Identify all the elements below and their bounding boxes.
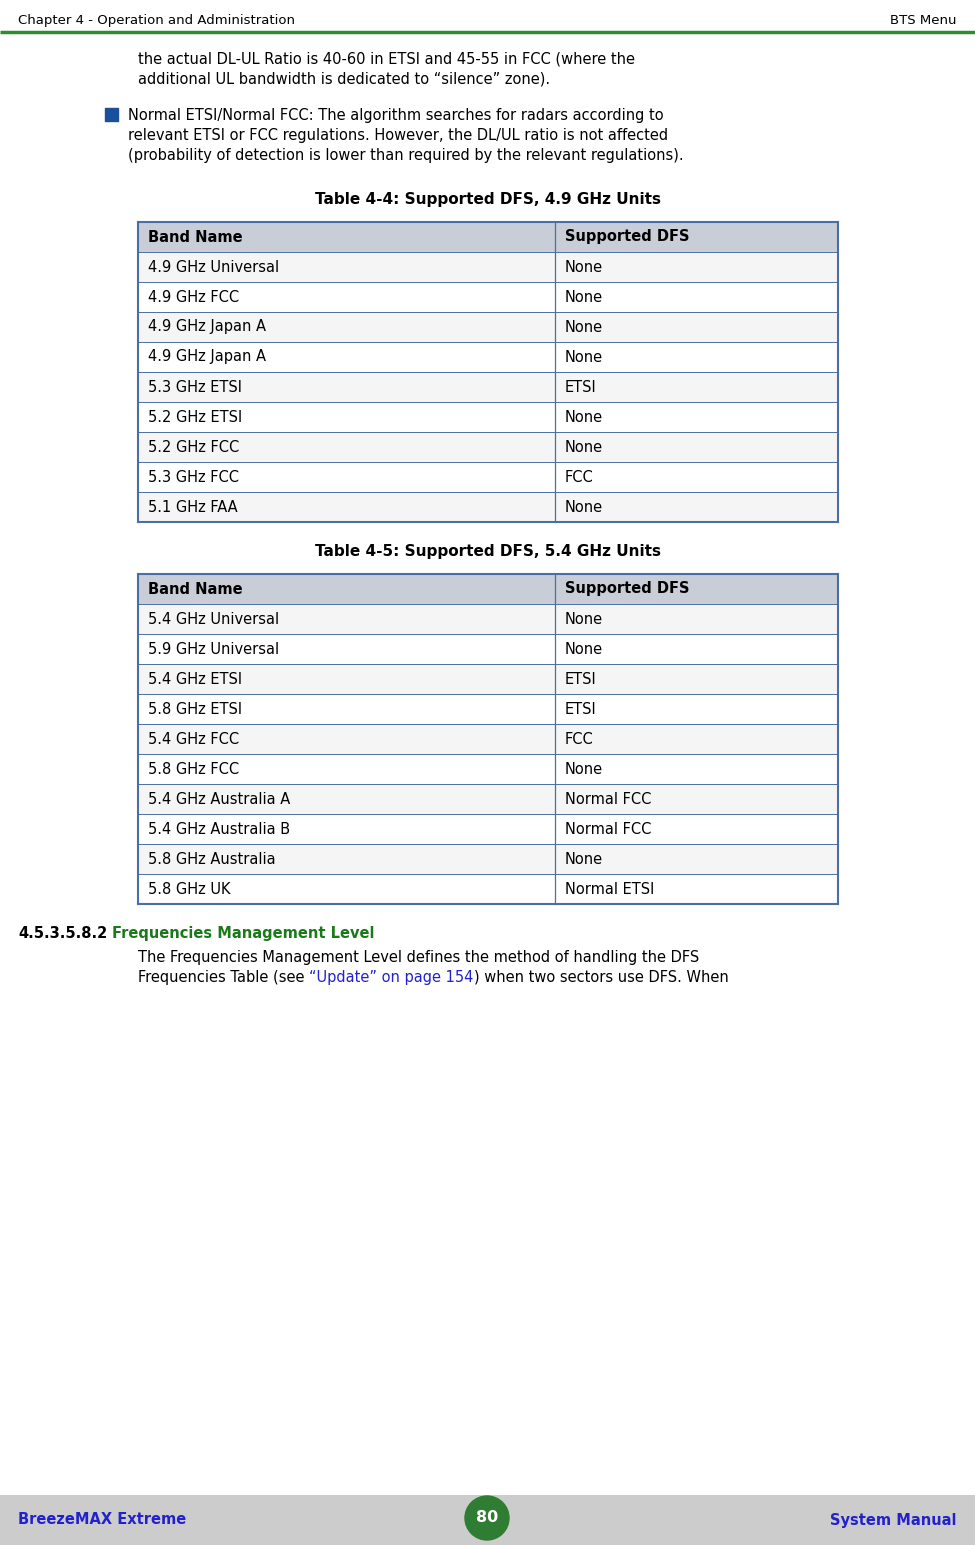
Text: 5.1 GHz FAA: 5.1 GHz FAA xyxy=(148,499,238,514)
Bar xyxy=(138,222,838,252)
Text: 5.4 GHz FCC: 5.4 GHz FCC xyxy=(148,731,239,746)
Text: 4.9 GHz Japan A: 4.9 GHz Japan A xyxy=(148,349,266,365)
Bar xyxy=(138,874,838,904)
Text: 5.4 GHz ETSI: 5.4 GHz ETSI xyxy=(148,672,242,686)
Bar xyxy=(138,814,838,844)
Text: the actual DL-UL Ratio is 40-60 in ETSI and 45-55 in FCC (where the: the actual DL-UL Ratio is 40-60 in ETSI … xyxy=(138,53,635,66)
Text: None: None xyxy=(565,499,604,514)
Bar xyxy=(138,844,838,874)
Bar xyxy=(138,694,838,725)
Text: 5.4 GHz Australia B: 5.4 GHz Australia B xyxy=(148,822,291,836)
Text: 5.9 GHz Universal: 5.9 GHz Universal xyxy=(148,641,279,657)
Bar xyxy=(138,402,838,433)
Text: System Manual: System Manual xyxy=(831,1513,957,1528)
Text: 5.2 GHz FCC: 5.2 GHz FCC xyxy=(148,439,239,454)
Text: None: None xyxy=(565,260,604,275)
Text: Normal FCC: Normal FCC xyxy=(565,791,651,806)
Text: 4.9 GHz Japan A: 4.9 GHz Japan A xyxy=(148,320,266,335)
Text: None: None xyxy=(565,612,604,627)
Text: None: None xyxy=(565,320,604,335)
Bar xyxy=(138,664,838,694)
Text: 5.8 GHz ETSI: 5.8 GHz ETSI xyxy=(148,701,242,717)
Bar xyxy=(138,575,838,604)
Bar xyxy=(138,433,838,462)
Text: None: None xyxy=(565,641,604,657)
Text: additional UL bandwidth is dedicated to “silence” zone).: additional UL bandwidth is dedicated to … xyxy=(138,73,550,87)
Text: 5.3 GHz ETSI: 5.3 GHz ETSI xyxy=(148,380,242,394)
Bar xyxy=(138,372,838,402)
Text: 80: 80 xyxy=(476,1511,498,1525)
Text: relevant ETSI or FCC regulations. However, the DL/UL ratio is not affected: relevant ETSI or FCC regulations. Howeve… xyxy=(128,128,668,144)
Text: The Frequencies Management Level defines the method of handling the DFS: The Frequencies Management Level defines… xyxy=(138,950,699,966)
Text: “Update” on page 154: “Update” on page 154 xyxy=(309,970,474,986)
Text: ETSI: ETSI xyxy=(565,380,597,394)
Bar xyxy=(105,108,118,121)
Text: 4.9 GHz Universal: 4.9 GHz Universal xyxy=(148,260,279,275)
Text: 5.4 GHz Australia A: 5.4 GHz Australia A xyxy=(148,791,291,806)
Text: None: None xyxy=(565,762,604,777)
Bar xyxy=(138,725,838,754)
Text: Chapter 4 - Operation and Administration: Chapter 4 - Operation and Administration xyxy=(18,14,295,26)
Text: 5.8 GHz FCC: 5.8 GHz FCC xyxy=(148,762,239,777)
Text: 4.9 GHz FCC: 4.9 GHz FCC xyxy=(148,289,239,304)
Text: BreezeMAX Extreme: BreezeMAX Extreme xyxy=(18,1513,186,1528)
Text: BTS Menu: BTS Menu xyxy=(890,14,957,26)
Text: ETSI: ETSI xyxy=(565,672,597,686)
Text: Normal ETSI: Normal ETSI xyxy=(565,882,654,896)
Bar xyxy=(138,491,838,522)
Text: ETSI: ETSI xyxy=(565,701,597,717)
Text: Band Name: Band Name xyxy=(148,581,243,596)
Circle shape xyxy=(465,1496,509,1540)
Text: None: None xyxy=(565,439,604,454)
Text: 5.2 GHz ETSI: 5.2 GHz ETSI xyxy=(148,409,242,425)
Text: (probability of detection is lower than required by the relevant regulations).: (probability of detection is lower than … xyxy=(128,148,683,164)
Text: None: None xyxy=(565,289,604,304)
Bar xyxy=(138,312,838,341)
Text: Supported DFS: Supported DFS xyxy=(565,581,689,596)
Text: Table 4-4: Supported DFS, 4.9 GHz Units: Table 4-4: Supported DFS, 4.9 GHz Units xyxy=(315,192,661,207)
Bar xyxy=(138,283,838,312)
Text: None: None xyxy=(565,349,604,365)
Text: Table 4-5: Supported DFS, 5.4 GHz Units: Table 4-5: Supported DFS, 5.4 GHz Units xyxy=(315,544,661,559)
Bar xyxy=(138,462,838,491)
Bar xyxy=(138,604,838,633)
Text: Normal ETSI/Normal FCC: The algorithm searches for radars according to: Normal ETSI/Normal FCC: The algorithm se… xyxy=(128,108,664,124)
Text: 5.3 GHz FCC: 5.3 GHz FCC xyxy=(148,470,239,485)
Text: 5.8 GHz UK: 5.8 GHz UK xyxy=(148,882,230,896)
Text: None: None xyxy=(565,851,604,867)
Text: Band Name: Band Name xyxy=(148,230,243,244)
Text: FCC: FCC xyxy=(565,470,594,485)
Text: 5.4 GHz Universal: 5.4 GHz Universal xyxy=(148,612,279,627)
Bar xyxy=(138,633,838,664)
Bar xyxy=(138,252,838,283)
Text: Supported DFS: Supported DFS xyxy=(565,230,689,244)
Bar xyxy=(138,341,838,372)
Text: Frequencies Table (see: Frequencies Table (see xyxy=(138,970,309,986)
Bar xyxy=(0,1496,975,1545)
Text: 5.8 GHz Australia: 5.8 GHz Australia xyxy=(148,851,276,867)
Bar xyxy=(138,783,838,814)
Text: None: None xyxy=(565,409,604,425)
Text: ) when two sectors use DFS. When: ) when two sectors use DFS. When xyxy=(474,970,728,986)
Text: Normal FCC: Normal FCC xyxy=(565,822,651,836)
Bar xyxy=(138,754,838,783)
Text: 4.5.3.5.8.2: 4.5.3.5.8.2 xyxy=(18,925,107,941)
Text: Frequencies Management Level: Frequencies Management Level xyxy=(112,925,374,941)
Text: FCC: FCC xyxy=(565,731,594,746)
